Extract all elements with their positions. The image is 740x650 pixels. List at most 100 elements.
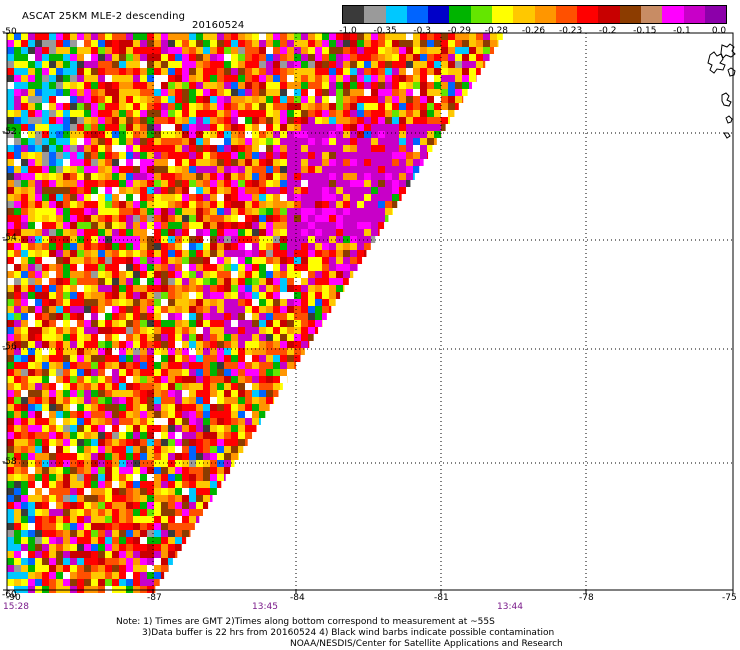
wind-cell	[224, 341, 231, 348]
wind-cell	[280, 327, 287, 334]
wind-cell	[126, 215, 133, 222]
wind-cell	[147, 537, 154, 544]
wind-cell	[196, 453, 203, 460]
wind-cell	[350, 40, 357, 47]
wind-cell	[49, 313, 56, 320]
wind-cell	[140, 341, 147, 348]
wind-cell	[252, 208, 259, 215]
wind-cell	[147, 502, 154, 509]
wind-cell	[77, 145, 84, 152]
wind-cell	[42, 411, 49, 418]
wind-cell	[245, 173, 252, 180]
wind-cell	[119, 355, 126, 362]
wind-cell	[371, 33, 378, 40]
colorbar-segment	[406, 6, 429, 23]
wind-cell	[441, 75, 448, 82]
wind-cell	[70, 579, 77, 586]
wind-cell	[182, 488, 189, 495]
wind-cell	[294, 250, 301, 257]
wind-cell	[105, 82, 112, 89]
wind-cell	[196, 33, 203, 40]
wind-cell	[28, 446, 35, 453]
colorbar-tick-label: -0.26	[521, 26, 546, 36]
wind-cell	[273, 138, 280, 145]
wind-cell	[287, 285, 294, 292]
wind-cell	[210, 285, 217, 292]
wind-cell	[224, 96, 231, 103]
wind-cell	[357, 215, 364, 222]
wind-cell	[301, 89, 308, 96]
wind-cell	[168, 306, 175, 313]
wind-cell	[77, 229, 84, 236]
wind-cell	[105, 54, 112, 61]
wind-cell	[266, 334, 273, 341]
wind-cell	[161, 222, 168, 229]
wind-cell	[161, 390, 168, 397]
wind-cell	[287, 173, 294, 180]
wind-cell	[182, 61, 189, 68]
wind-cell	[91, 124, 98, 131]
wind-cell	[315, 131, 322, 138]
wind-cell	[203, 425, 210, 432]
wind-cell	[357, 250, 364, 257]
wind-cell	[112, 348, 119, 355]
wind-cell	[63, 341, 70, 348]
wind-cell	[175, 47, 182, 54]
wind-cell	[280, 292, 287, 299]
wind-cell	[189, 383, 196, 390]
wind-cell	[196, 439, 203, 446]
wind-cell	[252, 271, 259, 278]
wind-cell	[420, 61, 427, 68]
wind-cell	[245, 362, 252, 369]
wind-cell	[119, 33, 126, 40]
wind-cell	[42, 89, 49, 96]
wind-cell	[105, 579, 112, 586]
wind-cell	[63, 285, 70, 292]
wind-cell	[231, 411, 238, 418]
wind-cell	[238, 229, 245, 236]
wind-cell	[28, 243, 35, 250]
wind-cell	[14, 187, 21, 194]
wind-cell	[357, 145, 364, 152]
wind-cell	[21, 166, 28, 173]
wind-cell	[63, 390, 70, 397]
wind-cell	[315, 40, 322, 47]
wind-cell	[413, 117, 420, 124]
wind-cell	[259, 418, 261, 425]
wind-cell	[392, 180, 399, 187]
wind-cell	[112, 558, 119, 565]
wind-cell	[315, 61, 322, 68]
wind-cell	[441, 110, 448, 117]
wind-cell	[196, 411, 203, 418]
wind-cell	[147, 103, 154, 110]
wind-cell	[343, 110, 350, 117]
wind-cell	[98, 397, 105, 404]
wind-cell	[238, 166, 245, 173]
wind-cell	[308, 229, 315, 236]
wind-cell	[420, 40, 427, 47]
wind-cell	[119, 257, 126, 264]
colorbar-tick-label: -0.2	[598, 26, 617, 36]
wind-cell	[245, 250, 252, 257]
wind-cell	[63, 411, 70, 418]
wind-cell	[105, 271, 112, 278]
wind-cell	[448, 40, 455, 47]
wind-cell	[175, 40, 182, 47]
wind-cell	[49, 257, 56, 264]
wind-cell	[63, 166, 70, 173]
wind-cell	[91, 404, 98, 411]
wind-cell	[35, 362, 42, 369]
wind-cell	[126, 131, 133, 138]
wind-cell	[91, 40, 98, 47]
wind-cell	[266, 355, 273, 362]
wind-cell	[154, 33, 161, 40]
wind-cell	[21, 40, 28, 47]
wind-cell	[189, 404, 196, 411]
wind-cell	[350, 110, 357, 117]
wind-cell	[280, 208, 287, 215]
wind-cell	[105, 166, 112, 173]
wind-cell	[259, 313, 266, 320]
wind-cell	[245, 208, 252, 215]
wind-cell	[322, 68, 329, 75]
wind-cell	[112, 502, 119, 509]
